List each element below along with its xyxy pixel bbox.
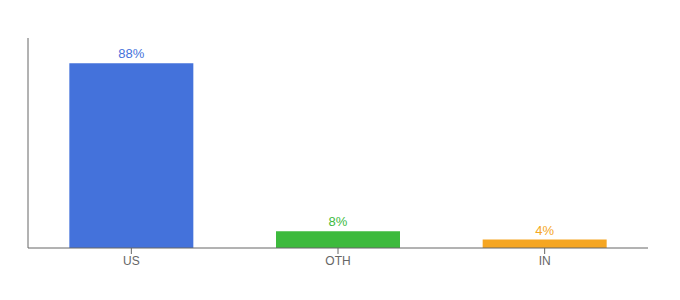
svg-text:IN: IN xyxy=(539,254,551,268)
svg-text:OTH: OTH xyxy=(325,254,350,268)
svg-text:88%: 88% xyxy=(118,46,144,61)
svg-text:US: US xyxy=(123,254,140,268)
svg-text:8%: 8% xyxy=(329,214,348,229)
svg-text:4%: 4% xyxy=(535,223,554,238)
